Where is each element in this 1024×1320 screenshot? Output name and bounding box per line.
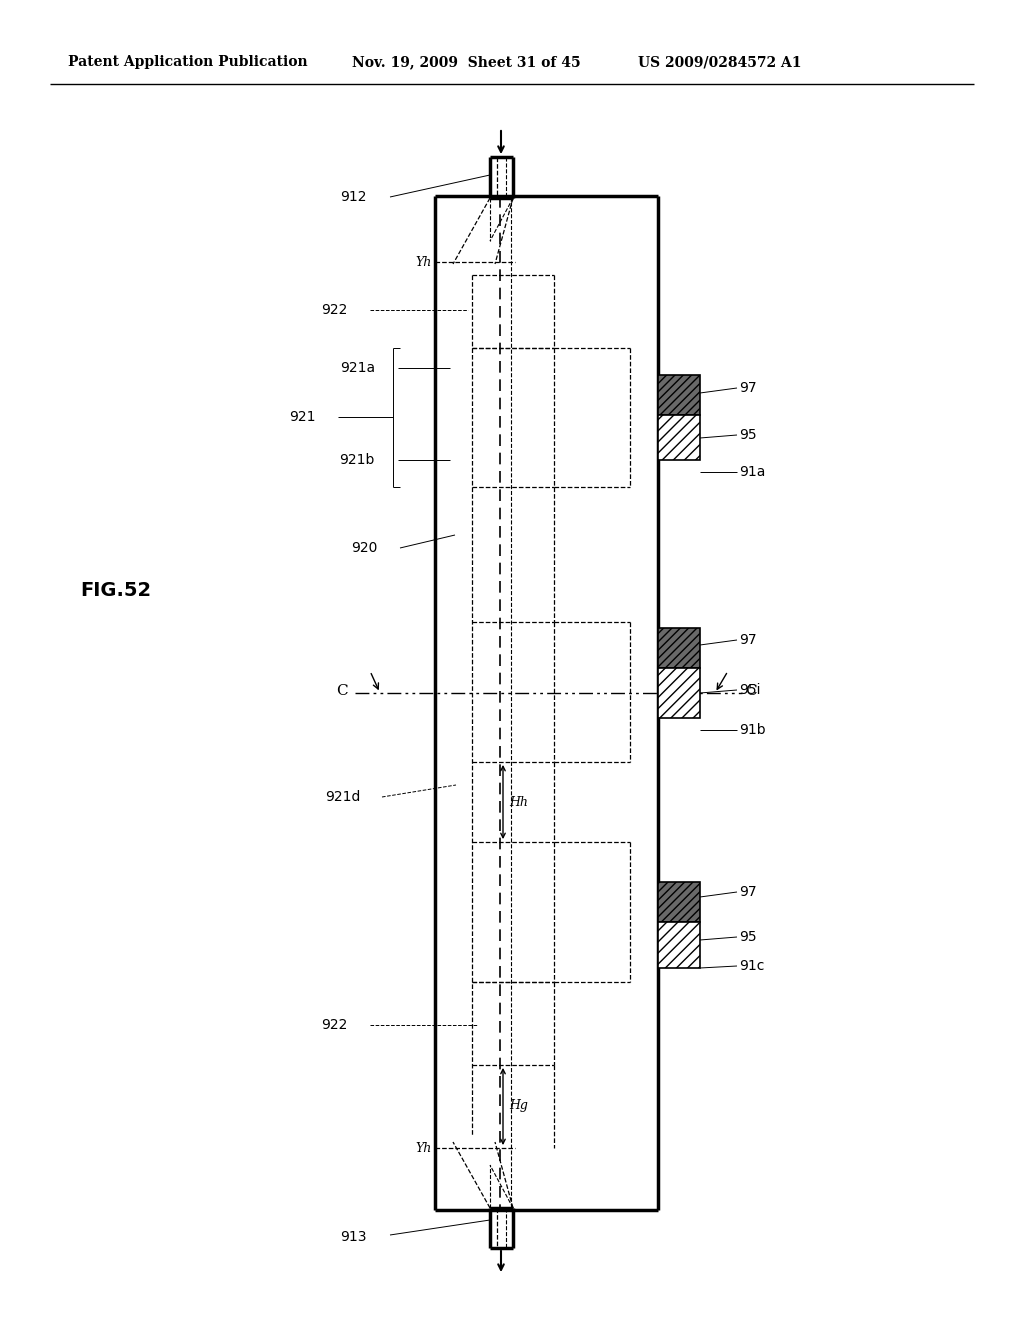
Text: 921a: 921a xyxy=(340,360,375,375)
Bar xyxy=(658,414,700,459)
Text: Yh: Yh xyxy=(416,1142,432,1155)
Text: 91b: 91b xyxy=(739,723,766,737)
Bar xyxy=(658,628,700,668)
Text: 922: 922 xyxy=(322,1018,348,1032)
Text: US 2009/0284572 A1: US 2009/0284572 A1 xyxy=(638,55,802,69)
Text: 921d: 921d xyxy=(325,789,360,804)
Bar xyxy=(658,882,700,921)
Text: 921: 921 xyxy=(290,411,316,424)
Bar xyxy=(658,921,700,968)
Text: 913: 913 xyxy=(341,1230,367,1243)
Text: C: C xyxy=(336,684,348,698)
Text: 95: 95 xyxy=(739,428,757,442)
Text: 97: 97 xyxy=(739,884,757,899)
Text: FIG.52: FIG.52 xyxy=(80,581,152,599)
Text: 91c: 91c xyxy=(739,960,764,973)
Text: 921b: 921b xyxy=(340,453,375,467)
Text: Yh: Yh xyxy=(416,256,432,268)
Text: Nov. 19, 2009  Sheet 31 of 45: Nov. 19, 2009 Sheet 31 of 45 xyxy=(352,55,581,69)
Text: 91a: 91a xyxy=(739,465,765,479)
Text: Hg: Hg xyxy=(509,1100,528,1113)
Text: 95i: 95i xyxy=(739,682,761,697)
Text: 95: 95 xyxy=(739,931,757,944)
Text: Hh: Hh xyxy=(509,796,528,808)
Text: 922: 922 xyxy=(322,304,348,317)
Text: Patent Application Publication: Patent Application Publication xyxy=(68,55,307,69)
Text: 912: 912 xyxy=(341,190,367,205)
Text: 97: 97 xyxy=(739,634,757,647)
Bar xyxy=(658,668,700,718)
Text: 920: 920 xyxy=(351,541,378,554)
Text: 97: 97 xyxy=(739,381,757,395)
Text: C: C xyxy=(745,684,757,698)
Bar xyxy=(658,375,700,414)
